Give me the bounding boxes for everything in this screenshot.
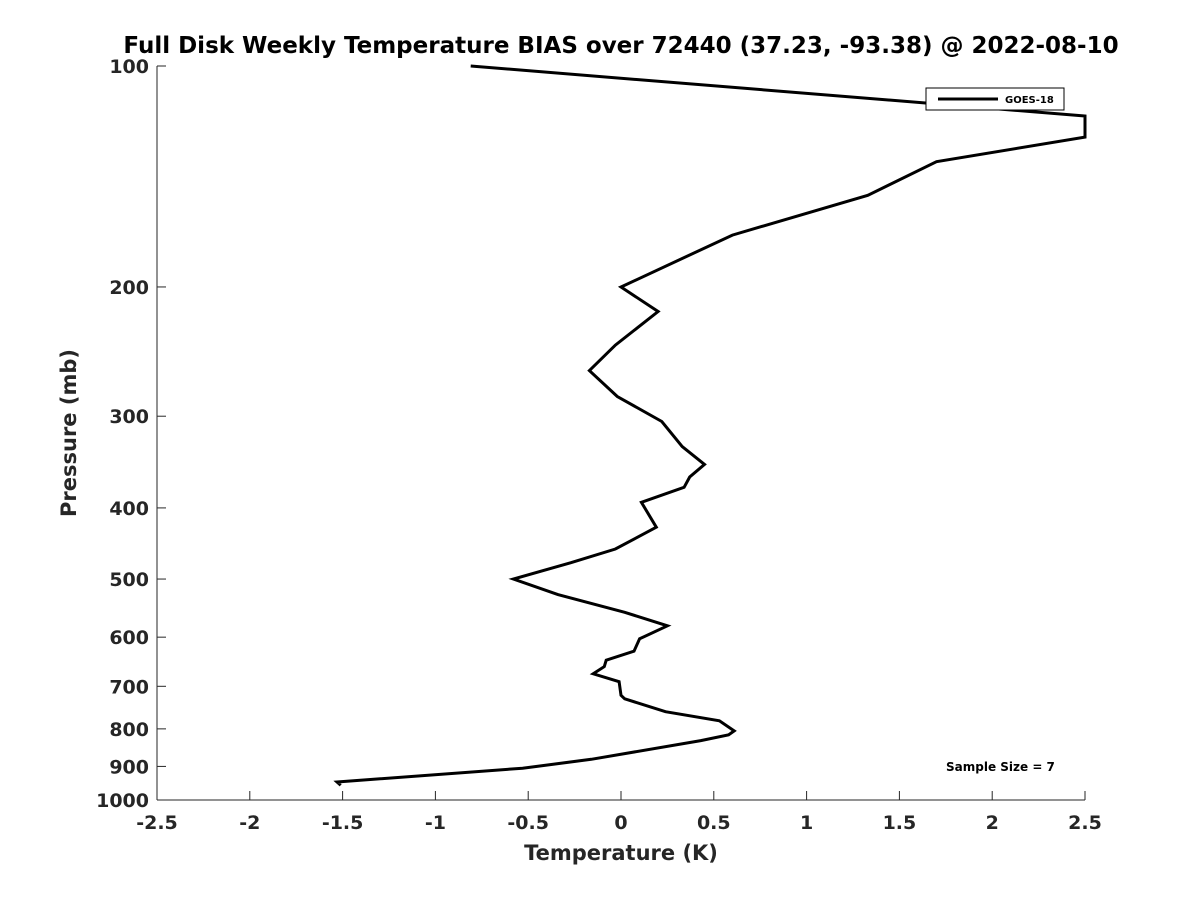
- y-tick-label: 100: [109, 56, 149, 78]
- y-tick-label: 500: [109, 569, 149, 591]
- x-tick-label: -2: [239, 812, 260, 834]
- y-tick-label: 1000: [96, 790, 149, 812]
- y-tick-label: 200: [109, 277, 149, 299]
- y-tick-label: 800: [109, 719, 149, 741]
- y-axis: 100 200 300 400 500 600 700 800 900 1000: [96, 56, 166, 812]
- x-axis: -2.5 -2 -1.5 -1 -0.5 0 0.5 1 1.5 2 2.5: [136, 791, 1102, 834]
- x-tick-label: 0: [614, 812, 627, 834]
- x-tick-label: 1.5: [883, 812, 917, 834]
- x-axis-label: Temperature (K): [524, 841, 718, 865]
- legend: GOES-18: [925, 87, 1065, 111]
- y-tick-label: 700: [109, 676, 149, 698]
- x-tick-label: 0.5: [697, 812, 731, 834]
- series-line-goes-18: [333, 64, 1087, 787]
- series-layer: [333, 64, 1087, 787]
- x-tick-label: -2.5: [136, 812, 178, 834]
- sample-size-annotation: Sample Size = 7: [946, 760, 1055, 774]
- chart-title: Full Disk Weekly Temperature BIAS over 7…: [123, 33, 1118, 59]
- x-tick-label: 1: [800, 812, 813, 834]
- y-tick-label: 900: [109, 756, 149, 778]
- y-tick-label: 300: [109, 406, 149, 428]
- y-tick-label: 600: [109, 627, 149, 649]
- y-axis-label: Pressure (mb): [57, 349, 81, 517]
- x-tick-label: 2.5: [1068, 812, 1102, 834]
- x-tick-label: -1: [425, 812, 446, 834]
- x-tick-label: 2: [986, 812, 999, 834]
- x-tick-label: -0.5: [507, 812, 549, 834]
- x-tick-label: -1.5: [322, 812, 364, 834]
- legend-label-goes-18: GOES-18: [1005, 95, 1054, 106]
- y-tick-label: 400: [109, 498, 149, 520]
